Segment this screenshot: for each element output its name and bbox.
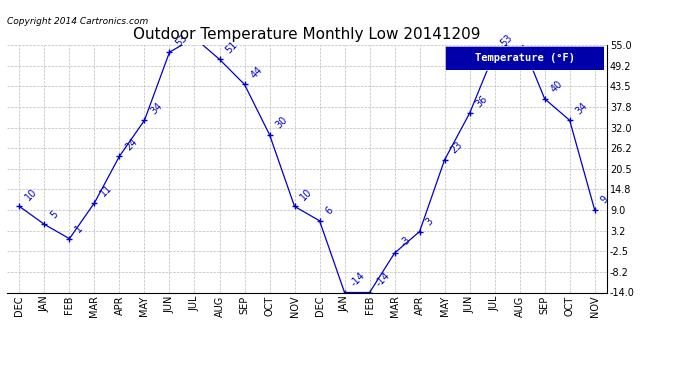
Text: 40: 40 (549, 79, 564, 94)
Text: 36: 36 (474, 93, 489, 109)
Text: 34: 34 (148, 100, 164, 116)
Text: 11: 11 (99, 183, 115, 199)
Text: 30: 30 (274, 115, 289, 130)
Text: -14: -14 (374, 270, 392, 288)
Text: 24: 24 (124, 136, 139, 152)
Text: 53: 53 (499, 32, 515, 48)
Text: 53: 53 (174, 32, 190, 48)
Text: 10: 10 (299, 186, 315, 202)
Text: 9: 9 (599, 194, 610, 206)
Text: Copyright 2014 Cartronics.com: Copyright 2014 Cartronics.com (7, 17, 148, 26)
Text: 10: 10 (23, 186, 39, 202)
Text: 3: 3 (424, 216, 435, 227)
Text: 44: 44 (248, 64, 264, 80)
Text: -14: -14 (348, 270, 367, 288)
Text: 51: 51 (224, 39, 239, 55)
Text: 34: 34 (574, 100, 589, 116)
Text: -3: -3 (399, 235, 413, 249)
Text: 5: 5 (48, 209, 60, 220)
Text: 57: 57 (0, 374, 1, 375)
Text: 6: 6 (324, 205, 335, 217)
Text: 57: 57 (0, 374, 1, 375)
Title: Outdoor Temperature Monthly Low 20141209: Outdoor Temperature Monthly Low 20141209 (133, 27, 481, 42)
Text: 23: 23 (448, 140, 464, 156)
Text: 1: 1 (74, 223, 85, 234)
